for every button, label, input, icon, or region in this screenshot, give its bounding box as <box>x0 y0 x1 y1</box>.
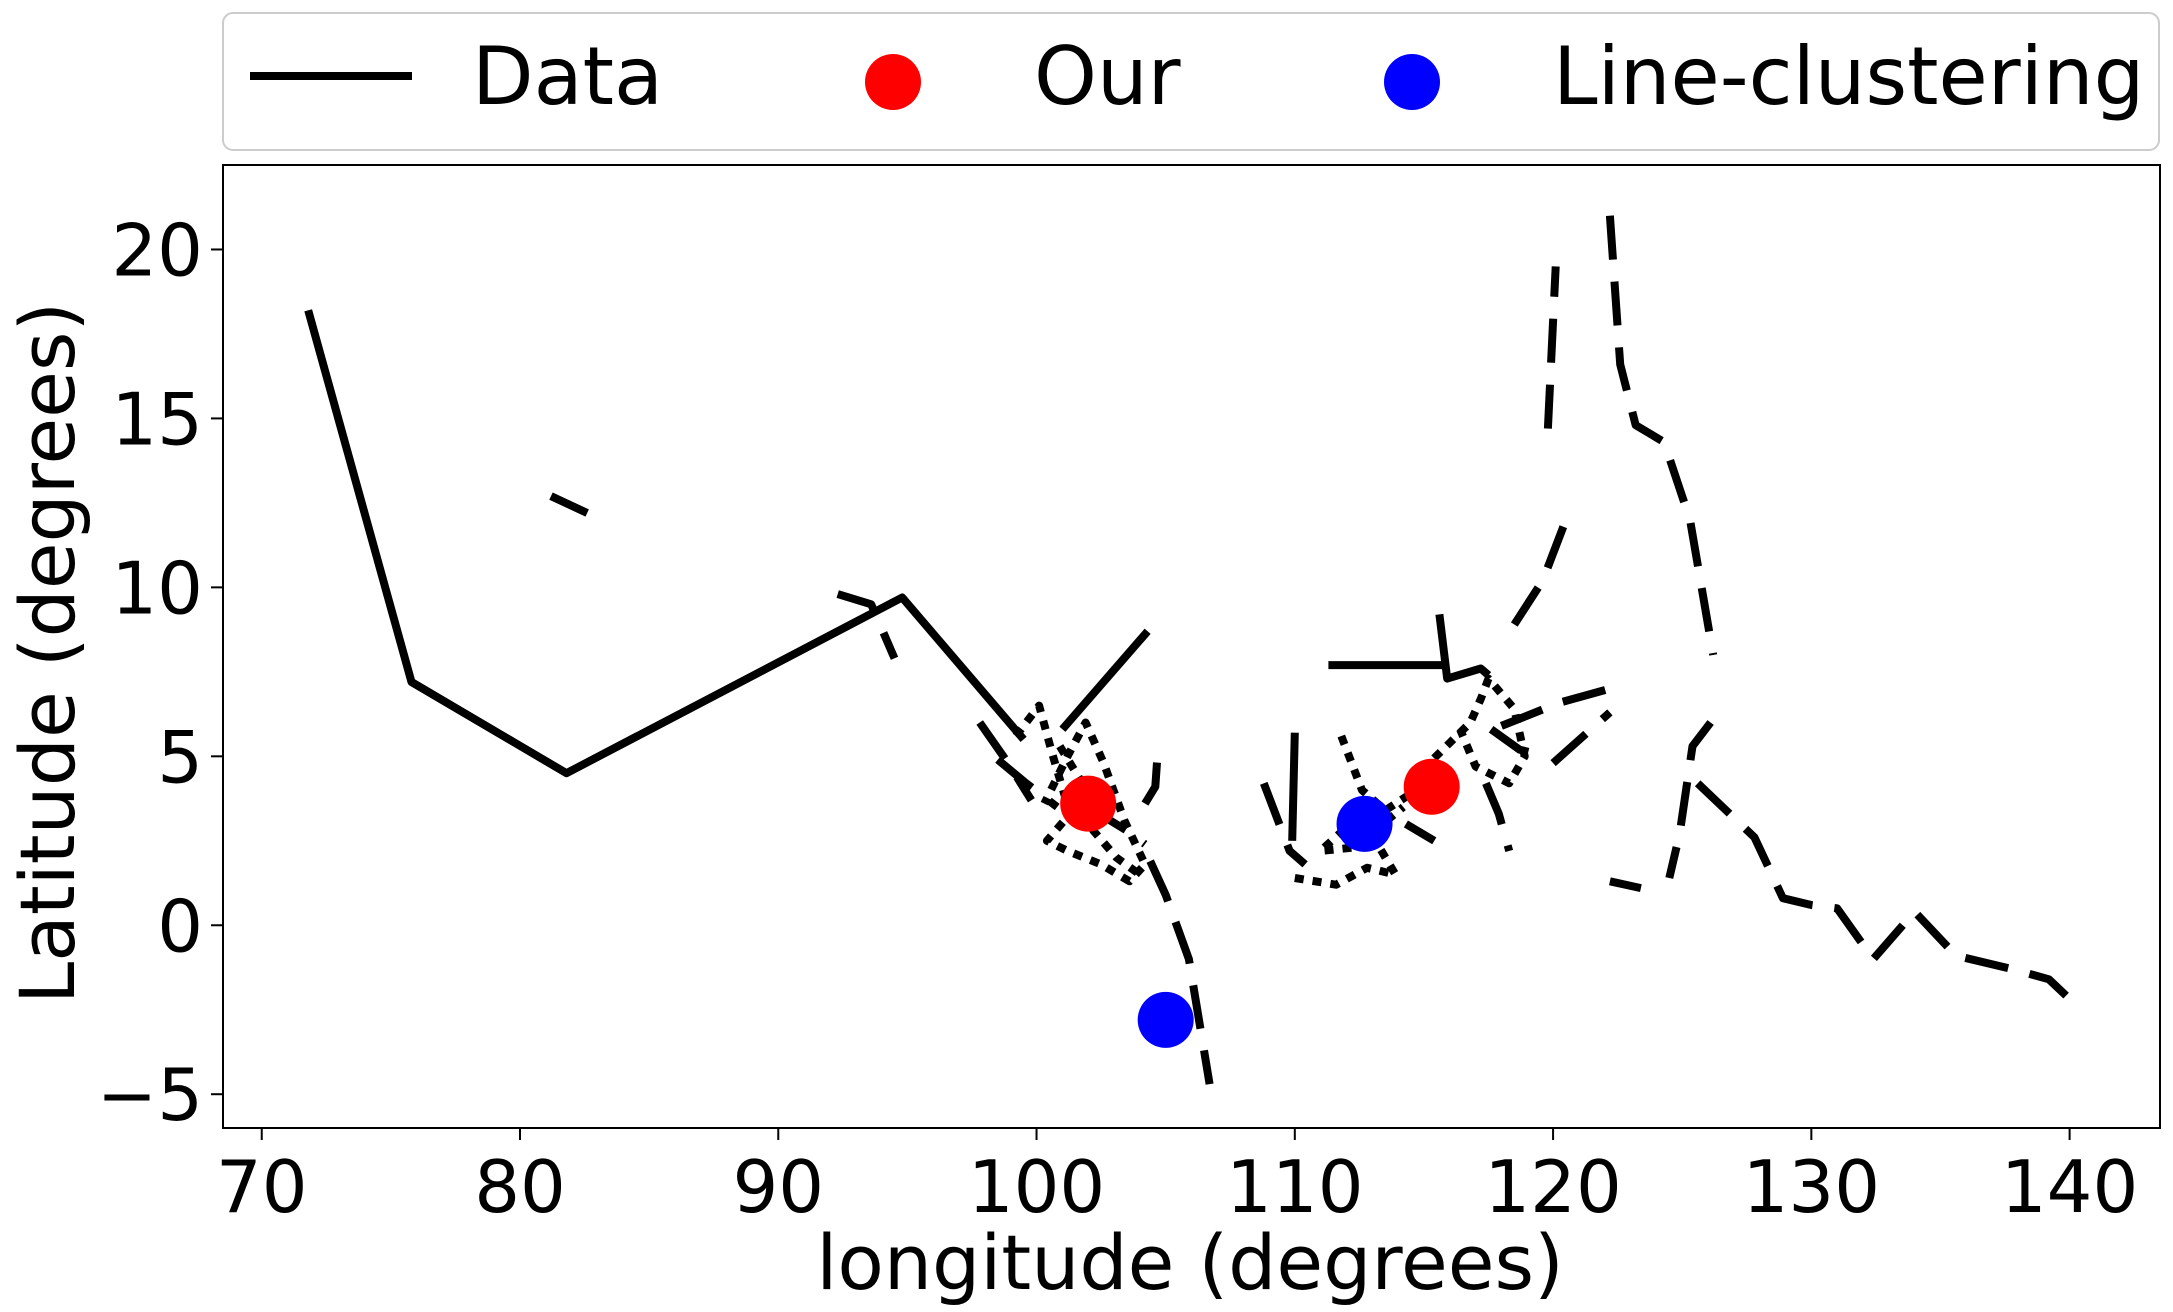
data-track <box>976 720 1035 803</box>
legend-our-marker <box>865 54 921 110</box>
axes-frame <box>222 164 2161 1129</box>
legend-our-label: Our <box>1034 30 1181 123</box>
x-tick-label: 110 <box>1226 1145 1363 1229</box>
y-axis-ticks: −5 0 5 10 15 20 <box>97 208 223 1137</box>
data-track <box>1543 266 1560 429</box>
legend-data-label: Data <box>472 30 663 123</box>
legend-line-clustering-label: Line-clustering <box>1553 30 2144 123</box>
line-clustering-center-point <box>1336 795 1393 852</box>
plot-area <box>222 164 2161 1129</box>
line-clustering-center-point <box>1137 991 1194 1048</box>
data-track <box>1012 701 1149 886</box>
our-center-point <box>1060 775 1117 832</box>
x-tick-label: 70 <box>216 1145 308 1229</box>
x-tick-label: 80 <box>474 1145 566 1229</box>
y-tick-label: 10 <box>111 546 203 630</box>
data-track <box>1694 780 2081 1010</box>
y-tick-label: −5 <box>97 1053 203 1137</box>
data-track <box>549 492 589 517</box>
data-track <box>1499 684 1611 730</box>
data-tracks <box>304 215 2081 1085</box>
data-track <box>1146 859 1214 1085</box>
our-centers <box>1060 758 1460 832</box>
data-track <box>995 756 1060 811</box>
data-track <box>1482 781 1514 852</box>
x-tick-label: 120 <box>1484 1145 1621 1229</box>
data-track <box>1510 525 1568 627</box>
data-track <box>1488 726 1547 761</box>
y-tick-label: 20 <box>111 208 203 292</box>
data-track <box>1609 877 1642 893</box>
data-track <box>1260 781 1308 868</box>
data-track <box>836 590 899 660</box>
data-track <box>1435 613 1492 683</box>
legend-line-clustering-marker <box>1384 54 1440 110</box>
data-track <box>1403 820 1437 845</box>
x-tick-label: 140 <box>2001 1145 2138 1229</box>
data-track <box>1665 720 1714 879</box>
data-track <box>1294 803 1406 889</box>
data-track <box>1288 732 1299 841</box>
x-axis-label: longitude (degrees) <box>816 1218 1564 1307</box>
x-axis-ticks: 70 80 90 100 110 120 130 140 <box>216 1128 2138 1229</box>
data-track <box>1605 215 1718 656</box>
data-track <box>304 309 1027 778</box>
legend: Data Our Line-clustering <box>222 12 2160 151</box>
x-tick-label: 90 <box>732 1145 824 1229</box>
data-track <box>1337 674 1529 815</box>
y-axis-label: Latitude (degrees) <box>3 302 92 1004</box>
x-tick-label: 130 <box>1743 1145 1880 1229</box>
data-track <box>1550 709 1613 767</box>
y-tick-label: 5 <box>157 715 203 799</box>
y-tick-label: 15 <box>111 377 203 461</box>
data-track <box>1059 628 1151 732</box>
x-tick-label: 100 <box>968 1145 1105 1229</box>
data-track <box>1141 749 1162 806</box>
our-center-point <box>1403 758 1460 815</box>
y-tick-label: 0 <box>157 884 203 968</box>
line-clustering-centers <box>1137 795 1393 1048</box>
legend-frame <box>222 12 2160 151</box>
